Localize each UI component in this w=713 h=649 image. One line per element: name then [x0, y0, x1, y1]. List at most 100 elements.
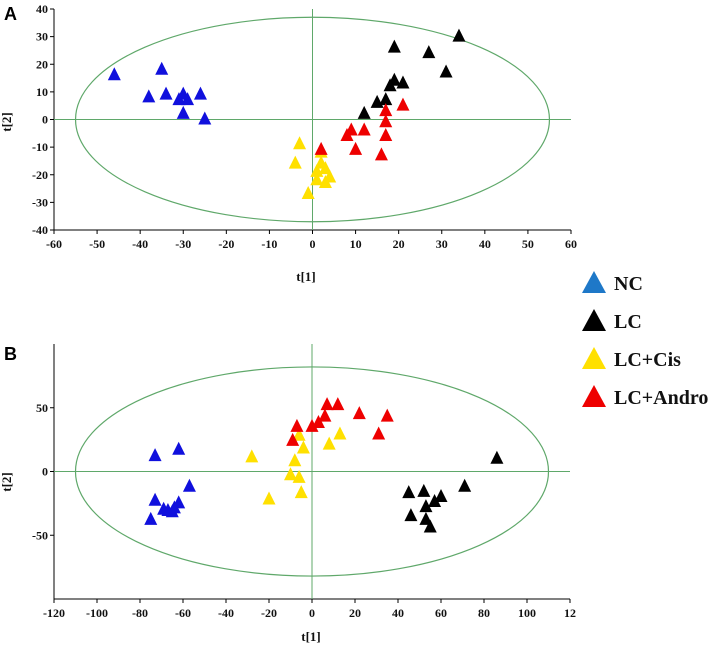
- panel-b-x-tick-label: -80: [132, 606, 148, 620]
- panel-a-tick-labels: -60 -50 -40 -30 -20 -10 0 10 20 30 40 50 60 -40 -30 -20…: [32, 2, 577, 251]
- panel-b-point-nc: [172, 441, 186, 455]
- panel-b-point-lc-andro: [290, 418, 304, 432]
- panel-a-y-tick-label: -40: [32, 223, 48, 237]
- panel-b-point-lc-andro: [372, 426, 386, 440]
- panel-b-tick-labels: -120 -100 -80 -60 -40 -20 0 20 40 60 80 100 12 -50 0 50: [32, 401, 576, 620]
- panel-b-x-tick-label: 80: [478, 606, 490, 620]
- panel-b-x-tick-label: -40: [218, 606, 234, 620]
- panel-a-y-axis-title: t[2]: [0, 112, 14, 132]
- panel-a-letter: A: [4, 4, 17, 24]
- legend-lc-andro-label: LC+Andro: [614, 387, 708, 409]
- panel-a-x-tick-label: 60: [565, 237, 577, 251]
- panel-b-point-lc: [402, 485, 416, 499]
- legend: NC LC LC+Cis LC+Andro: [582, 271, 708, 409]
- panel-b-x-tick-label: -20: [261, 606, 277, 620]
- panel-a-point-lc-cis: [310, 172, 324, 186]
- panel-b-point-lc: [428, 494, 442, 508]
- panel-b-letter: B: [4, 344, 17, 364]
- panel-a-y-tick-label: 20: [36, 57, 48, 71]
- panel-a-point-lc-andro: [396, 97, 410, 111]
- panel-a-point-lc: [439, 64, 453, 78]
- panel-b-x-axis-title: t[1]: [301, 629, 321, 644]
- panel-a-point-lc: [379, 92, 393, 106]
- panel-a: A -60 -50 -40 -30 -20 -10 0 10 20 30 40 50 60-40-30-…: [0, 2, 577, 284]
- panel-b-points: [144, 397, 504, 533]
- panel-a-point-lc: [357, 105, 371, 119]
- panel-a-point-lc-andro: [357, 122, 371, 136]
- panel-b-y-tick-label: -50: [32, 528, 48, 542]
- panel-b-point-lc-cis: [292, 469, 306, 483]
- legend-item-nc: NC: [582, 271, 643, 295]
- panel-b-point-lc-cis: [262, 491, 276, 505]
- panel-b-point-nc: [144, 511, 158, 525]
- panel-a-point-nc: [107, 67, 121, 81]
- panel-b-point-lc-cis: [322, 436, 336, 450]
- panel-a-x-tick-label: 0: [310, 237, 316, 251]
- panel-a-point-lc: [383, 78, 397, 92]
- panel-a-point-lc: [422, 45, 436, 59]
- panel-b-crosshair: [54, 344, 570, 599]
- legend-lc-andro-marker: [582, 385, 606, 407]
- panel-b-y-axis-title: t[2]: [0, 472, 14, 492]
- panel-a-y-tick-label: 10: [36, 85, 48, 99]
- panel-a-x-tick-label: -10: [261, 237, 277, 251]
- panel-b-point-lc-andro: [352, 406, 366, 420]
- panel-b-point-lc-andro: [318, 408, 332, 422]
- panel-b-x-tick-label: 40: [392, 606, 404, 620]
- panel-b-x-tick-label: 60: [435, 606, 447, 620]
- panel-b-point-lc-andro: [380, 408, 394, 422]
- panel-b-point-lc: [417, 483, 431, 497]
- panel-a-y-tick-label: -20: [32, 168, 48, 182]
- legend-item-lc-cis: LC+Cis: [582, 347, 681, 371]
- panel-b-point-nc: [148, 448, 162, 462]
- panel-a-point-nc: [198, 111, 212, 125]
- panel-b-point-lc-cis: [245, 449, 259, 463]
- legend-lc-cis-label: LC+Cis: [614, 349, 681, 371]
- panel-b-point-lc: [419, 499, 433, 513]
- panel-b-point-lc-andro: [286, 432, 300, 446]
- panel-a-point-lc-andro: [349, 141, 363, 155]
- panel-b-x-tick-label: -60: [175, 606, 191, 620]
- panel-a-point-nc: [193, 86, 207, 100]
- panel-b-point-lc-andro: [331, 397, 345, 411]
- panel-b-point-nc: [165, 504, 179, 518]
- panel-b-x-tick-label: 12: [564, 606, 576, 620]
- panel-b-point-lc-cis: [296, 440, 310, 454]
- panel-a-point-lc-andro: [379, 128, 393, 142]
- legend-lc-marker: [582, 309, 606, 331]
- panel-b-point-lc-cis: [333, 426, 347, 440]
- panel-b-point-lc-andro: [320, 397, 334, 411]
- panel-a-x-tick-label: -50: [89, 237, 105, 251]
- panel-b-x-tick-label: 0: [309, 606, 315, 620]
- panel-b-point-lc-andro: [311, 414, 325, 428]
- panel-b-x-tick-label: 20: [349, 606, 361, 620]
- panel-a-point-nc: [142, 89, 156, 103]
- panel-a-point-lc-cis: [318, 161, 332, 175]
- panel-a-point-nc: [159, 86, 173, 100]
- panel-a-point-lc-andro: [340, 128, 354, 142]
- panel-a-y-tick-label: 30: [36, 30, 48, 44]
- panel-b-point-lc-cis: [284, 467, 297, 481]
- panel-a-point-lc: [452, 28, 466, 42]
- panel-a-crosshair: [54, 9, 571, 230]
- panel-b-point-nc: [148, 492, 162, 506]
- legend-nc-marker: [582, 271, 606, 293]
- panel-a-point-lc-cis: [301, 186, 315, 200]
- panel-b-point-lc: [423, 519, 437, 533]
- panel-a-point-nc: [155, 61, 169, 75]
- panel-b-x-tick-label: -100: [86, 606, 108, 620]
- panel-a-point-lc-cis: [293, 136, 307, 150]
- panel-a-point-lc-andro: [379, 103, 393, 117]
- panel-b-x-tick-label: -120: [43, 606, 65, 620]
- legend-lc-label: LC: [614, 311, 642, 333]
- panel-a-x-tick-label: 20: [393, 237, 405, 251]
- panel-b-point-lc-andro: [305, 418, 319, 432]
- panel-b: B -120 -100 -80 -60 -40 -20 0 20 40 60 80 100 12 -50 0…: [0, 344, 576, 644]
- panel-a-x-tick-label: 40: [479, 237, 491, 251]
- legend-nc-label: NC: [614, 273, 643, 295]
- panel-b-x-tick-label: 100: [518, 606, 536, 620]
- panel-a-x-tick-label: -30: [175, 237, 191, 251]
- panel-a-point-nc: [176, 105, 190, 119]
- panel-a-point-lc-andro: [314, 141, 328, 155]
